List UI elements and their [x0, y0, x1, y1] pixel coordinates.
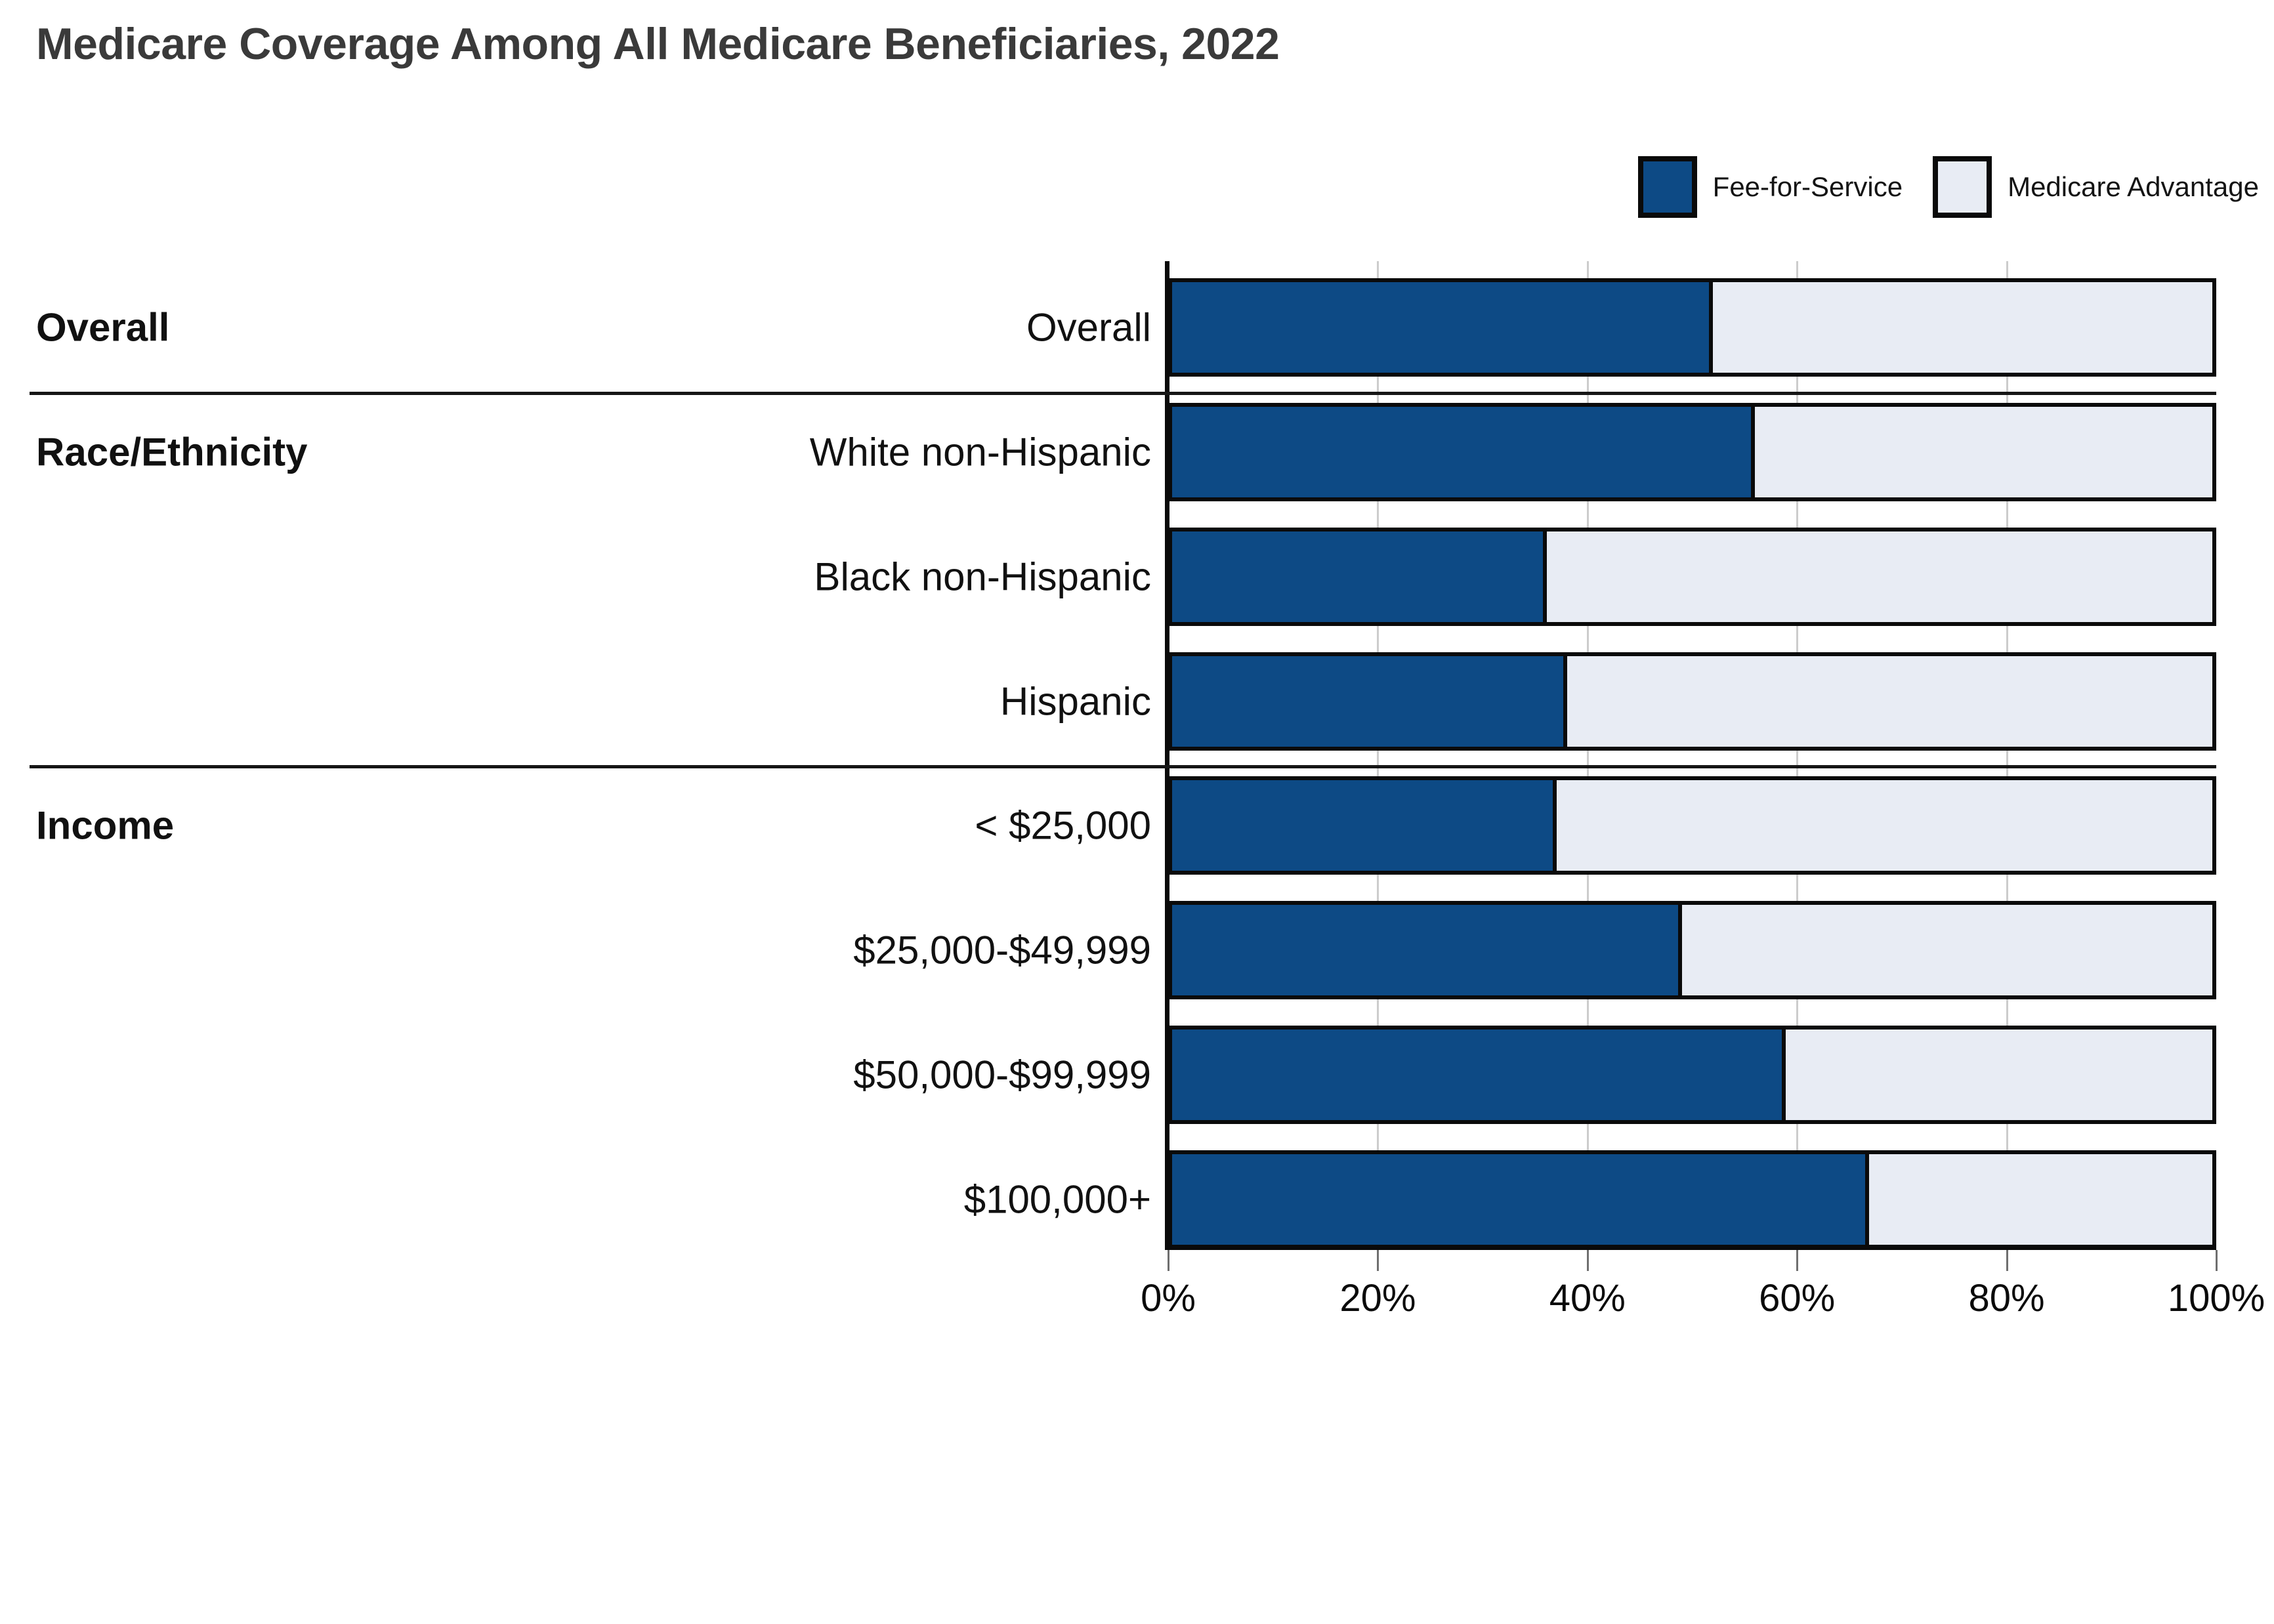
row-label: Hispanic — [1000, 679, 1151, 724]
axis-tick-label: 40% — [1549, 1277, 1626, 1320]
segment-medicare-advantage — [1557, 780, 2212, 871]
bar-row: $50,000-$99,999 — [853, 1009, 2216, 1133]
stacked-bar — [1168, 776, 2216, 875]
gridline — [1796, 261, 1799, 1249]
bar-row: Overall — [1026, 261, 2216, 386]
segment-medicare-advantage — [1681, 905, 2212, 996]
segment-fee-for-service — [1172, 905, 1682, 996]
legend: Fee-for-Service Medicare Advantage — [1637, 156, 2259, 218]
stacked-bar — [1168, 652, 2216, 751]
segment-fee-for-service — [1172, 780, 1557, 871]
stacked-bar — [1168, 278, 2216, 377]
legend-label-medicare-advantage: Medicare Advantage — [2008, 171, 2259, 202]
section-header: Income — [36, 803, 175, 848]
stacked-bar — [1168, 1026, 2216, 1125]
row-label: White non-Hispanic — [809, 430, 1151, 474]
legend-label-fee-for-service: Fee-for-Service — [1712, 171, 1903, 202]
row-label: $50,000-$99,999 — [853, 1052, 1151, 1097]
plot-area: Overall White non-Hispanic Black non-Hispa… — [810, 261, 2265, 1320]
axis-tick-label: 60% — [1759, 1277, 1836, 1320]
segment-medicare-advantage — [1868, 1154, 2212, 1245]
section-divider — [30, 391, 2216, 395]
bar-row: $25,000-$49,999 — [853, 884, 2216, 1009]
axis-tick-label: 20% — [1339, 1277, 1416, 1320]
chart-title: Medicare Coverage Among All Medicare Ben… — [36, 19, 1280, 69]
section-divider — [30, 765, 2216, 769]
stacked-bar — [1168, 402, 2216, 501]
stacked-bar — [1168, 1150, 2216, 1249]
axis-tick — [2006, 1250, 2008, 1271]
row-label: Overall — [1026, 305, 1151, 350]
bar-row: Hispanic — [1000, 635, 2216, 760]
axis-tick — [2216, 1250, 2218, 1271]
segment-medicare-advantage — [1567, 656, 2212, 747]
row-label: Black non-Hispanic — [814, 554, 1151, 599]
segment-fee-for-service — [1172, 1154, 1869, 1245]
axis-tick — [1586, 1250, 1589, 1271]
segment-fee-for-service — [1172, 1030, 1786, 1121]
axis-tick-label: 100% — [2167, 1277, 2265, 1320]
gridline — [2006, 261, 2008, 1249]
bar-row: $100,000+ — [964, 1133, 2216, 1258]
legend-swatch-fee-for-service — [1637, 156, 1697, 218]
axis-tick-label: 80% — [1968, 1277, 2045, 1320]
segment-fee-for-service — [1172, 406, 1755, 497]
y-axis — [1165, 261, 1169, 1249]
stacked-bar — [1168, 901, 2216, 1000]
segment-medicare-advantage — [1546, 531, 2212, 622]
bar-row: Black non-Hispanic — [814, 510, 2216, 635]
section-header: Overall — [36, 305, 170, 350]
axis-tick — [1377, 1250, 1379, 1271]
segment-medicare-advantage — [1786, 1030, 2212, 1121]
stacked-bar — [1168, 527, 2216, 626]
segment-fee-for-service — [1172, 656, 1568, 747]
row-label: $25,000-$49,999 — [853, 928, 1151, 972]
legend-swatch-medicare-advantage — [1933, 156, 1992, 218]
segment-medicare-advantage — [1754, 406, 2212, 497]
axis-tick-label: 0% — [1141, 1277, 1196, 1320]
axis-tick — [1796, 1250, 1799, 1271]
gridline — [1377, 261, 1379, 1249]
axis-tick — [1168, 1250, 1169, 1271]
segment-fee-for-service — [1172, 282, 1714, 373]
bar-row: < $25,000 — [975, 759, 2216, 884]
section-header: Race/Ethnicity — [36, 430, 308, 474]
bar-row: White non-Hispanic — [810, 386, 2216, 510]
legend-item-fee-for-service: Fee-for-Service — [1637, 156, 1903, 218]
row-label: < $25,000 — [975, 803, 1151, 848]
legend-item-medicare-advantage: Medicare Advantage — [1933, 156, 2259, 218]
row-label: $100,000+ — [963, 1177, 1151, 1222]
segment-fee-for-service — [1172, 531, 1547, 622]
segment-medicare-advantage — [1713, 282, 2212, 373]
gridline — [1586, 261, 1589, 1249]
